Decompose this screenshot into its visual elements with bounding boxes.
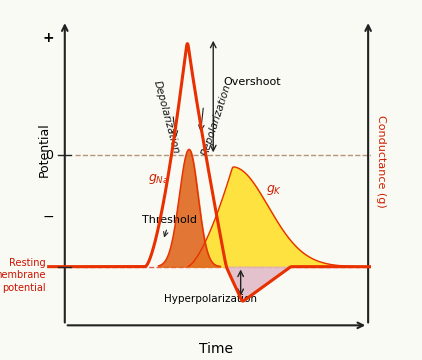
Text: Potential: Potential xyxy=(37,122,50,177)
Text: 0: 0 xyxy=(45,149,53,162)
Text: Repolarization: Repolarization xyxy=(200,83,233,157)
Text: Overshoot: Overshoot xyxy=(223,77,281,87)
Text: Depolarization: Depolarization xyxy=(152,79,181,155)
Text: Conductance (g): Conductance (g) xyxy=(376,115,386,207)
Text: +: + xyxy=(43,31,54,45)
Text: Hyperpolarization: Hyperpolarization xyxy=(163,294,257,304)
Text: Resting
membrane
potential: Resting membrane potential xyxy=(0,258,46,293)
Text: $g_K$: $g_K$ xyxy=(266,183,283,197)
Text: Time: Time xyxy=(200,342,233,356)
Text: Threshold: Threshold xyxy=(142,215,197,237)
Text: −: − xyxy=(43,210,54,224)
Text: $g_{Na}$: $g_{Na}$ xyxy=(148,172,169,186)
